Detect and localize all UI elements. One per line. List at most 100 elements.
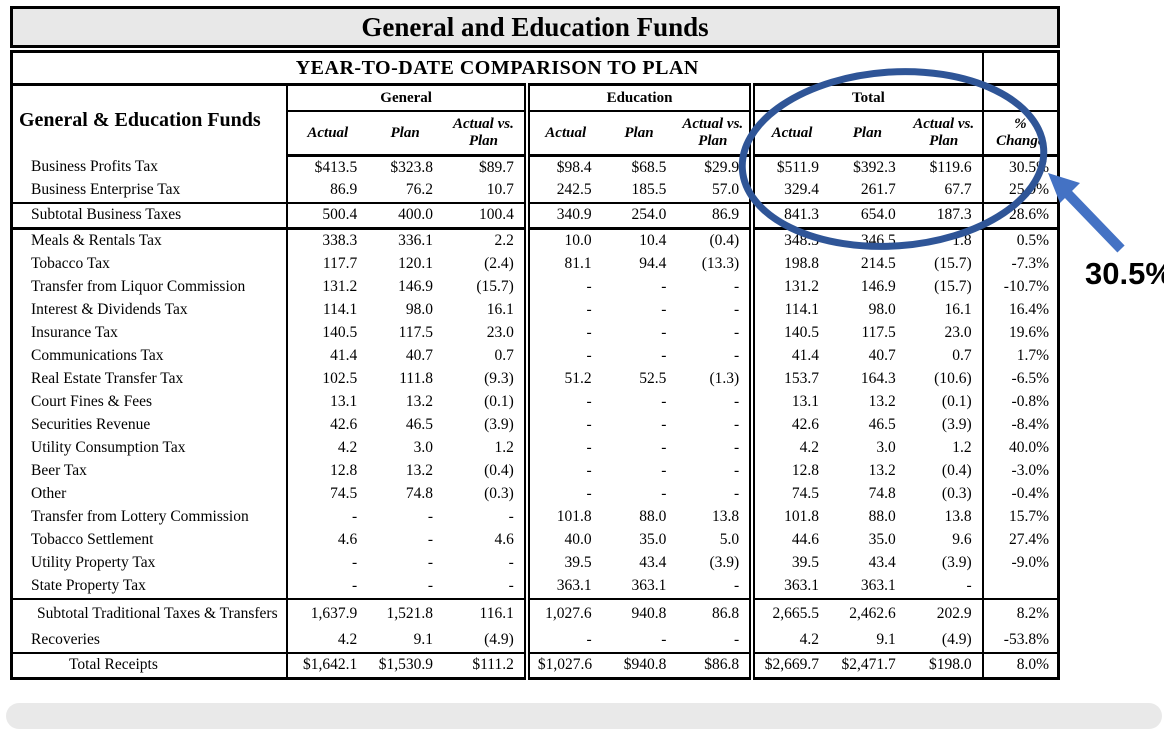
value-cell: 35.0: [639, 531, 667, 548]
value-cell: 146.9: [398, 278, 433, 295]
value-cell: 1,637.9: [287, 597, 368, 629]
value-cell: 116.1: [442, 597, 527, 629]
table-row: Interest & Dividends Tax 114.1 98.0 16.1- - -…: [11, 298, 1059, 322]
general-actual-header: Actual: [287, 111, 368, 157]
value-cell: 654.0: [828, 201, 906, 230]
pct-change-cell: -9.0%: [981, 551, 1059, 575]
value-cell: -: [352, 508, 358, 525]
value-cell: -: [661, 462, 667, 479]
value-cell: -: [523, 459, 602, 483]
total-actual-header: Actual: [749, 111, 829, 157]
value-cell: -: [523, 628, 602, 653]
value-cell: 1,521.8: [367, 597, 443, 629]
table-row: Utility Property Tax - - -39.5 43.4 (3.9) 39.5…: [11, 551, 1059, 575]
value-cell: 74.8: [405, 485, 433, 502]
row-label: Insurance Tax: [11, 321, 289, 345]
value-cell: 39.5: [523, 551, 602, 575]
value-cell: 1.8: [952, 232, 972, 249]
value-cell: -: [733, 631, 740, 648]
value-cell: 0.7: [952, 347, 972, 364]
value-cell: 74.8: [868, 485, 896, 502]
value-cell: $198.0: [905, 651, 983, 678]
table-subtitle: YEAR-TO-DATE COMPARISON TO PLAN: [11, 51, 984, 86]
row-label: Transfer from Lottery Commission: [11, 505, 289, 529]
callout-value-label: 30.5%: [1085, 256, 1164, 291]
pct-change-cell: -7.3%: [981, 252, 1059, 276]
value-cell: -: [427, 577, 433, 594]
row-label: Utility Consumption Tax: [11, 436, 289, 460]
callout-arrow-shaft: [1064, 190, 1125, 253]
value-cell: -: [661, 416, 667, 433]
row-label: Real Estate Transfer Tax: [11, 367, 289, 391]
value-cell: $940.8: [601, 651, 677, 678]
value-cell: -: [352, 577, 358, 594]
pct-header-spacer: [981, 84, 1059, 112]
value-cell: (15.7): [934, 278, 972, 295]
value-cell: 100.4: [442, 201, 527, 230]
value-cell: $68.5: [631, 158, 667, 176]
value-cell: -: [508, 508, 514, 525]
pct-change-cell: 28.6%: [981, 201, 1059, 230]
value-cell: 76.2: [405, 181, 433, 198]
value-cell: 1.2: [952, 439, 972, 456]
pct-change-cell: -6.5%: [981, 367, 1059, 391]
value-cell: (3.9): [941, 554, 972, 571]
row-label: Securities Revenue: [11, 413, 289, 437]
value-cell: 164.3: [860, 370, 896, 387]
pct-change-cell: [981, 574, 1059, 599]
education-actual-header: Actual: [523, 111, 602, 157]
value-cell: 146.9: [860, 278, 896, 295]
value-cell: -: [733, 324, 740, 341]
table-row: Tobacco Settlement 4.6 - 4.6 40.0 35.0 5.0 44.6…: [11, 528, 1059, 552]
value-cell: 111.8: [399, 370, 433, 387]
value-cell: 363.1: [749, 574, 829, 599]
value-cell: -: [523, 436, 602, 460]
value-cell: 10.0: [523, 228, 602, 253]
value-cell: $119.6: [929, 158, 972, 176]
value-cell: 9.1: [413, 631, 433, 648]
value-cell: (0.1): [484, 393, 514, 410]
row-label: Business Enterprise Tax: [11, 178, 289, 203]
value-cell: -: [523, 321, 602, 345]
pct-change-cell: -3.0%: [981, 459, 1059, 483]
value-cell: -: [661, 324, 667, 341]
table-row: Real Estate Transfer Tax 102.5 111.8 (9.3) 5…: [11, 367, 1059, 391]
pct-change-cell: 1.7%: [981, 344, 1059, 368]
education-plan-header: Plan: [601, 111, 677, 157]
value-cell: (4.9): [941, 631, 972, 648]
value-cell: 4.2: [749, 628, 829, 653]
pct-change-header: % Change: [981, 111, 1059, 157]
pct-change-cell: 30.5%: [981, 155, 1059, 179]
table-row: Transfer from Lottery Commission - - -101.8…: [11, 505, 1059, 529]
row-label: Tobacco Tax: [11, 252, 289, 276]
group-header-education: Education: [523, 84, 753, 112]
value-cell: 198.8: [749, 252, 829, 276]
value-cell: 98.0: [868, 301, 896, 318]
value-cell: 13.2: [868, 393, 896, 410]
value-cell: 74.5: [330, 485, 358, 502]
value-cell: 4.2: [749, 436, 829, 460]
value-cell: 39.5: [749, 551, 829, 575]
value-cell: -: [733, 278, 740, 295]
value-cell: 214.5: [860, 255, 896, 272]
value-cell: -: [523, 390, 602, 414]
comparison-table: YEAR-TO-DATE COMPARISON TO PLAN General …: [10, 50, 1060, 680]
group-header-general: General: [287, 84, 527, 112]
value-cell: 98.0: [405, 301, 433, 318]
value-cell: $2,669.7: [749, 651, 829, 678]
row-label: State Property Tax: [11, 574, 289, 599]
value-cell: $392.3: [853, 158, 896, 176]
value-cell: (15.7): [476, 278, 514, 295]
value-cell: 131.2: [749, 275, 829, 299]
value-cell: 2,665.5: [749, 597, 829, 629]
value-cell: $89.7: [478, 158, 514, 176]
row-header: General & Education Funds: [11, 84, 289, 156]
value-cell: 500.4: [287, 201, 368, 230]
value-cell: -: [523, 275, 602, 299]
value-cell: 3.0: [413, 439, 433, 456]
value-cell: 187.3: [905, 201, 983, 230]
value-cell: 140.5: [322, 324, 358, 341]
table-row: Total Receipts $1,642.1 $1,530.9 $111.2 $1,0…: [11, 651, 1059, 678]
value-cell: (3.9): [709, 554, 740, 571]
row-label: Subtotal Traditional Taxes & Transfers: [11, 597, 289, 629]
